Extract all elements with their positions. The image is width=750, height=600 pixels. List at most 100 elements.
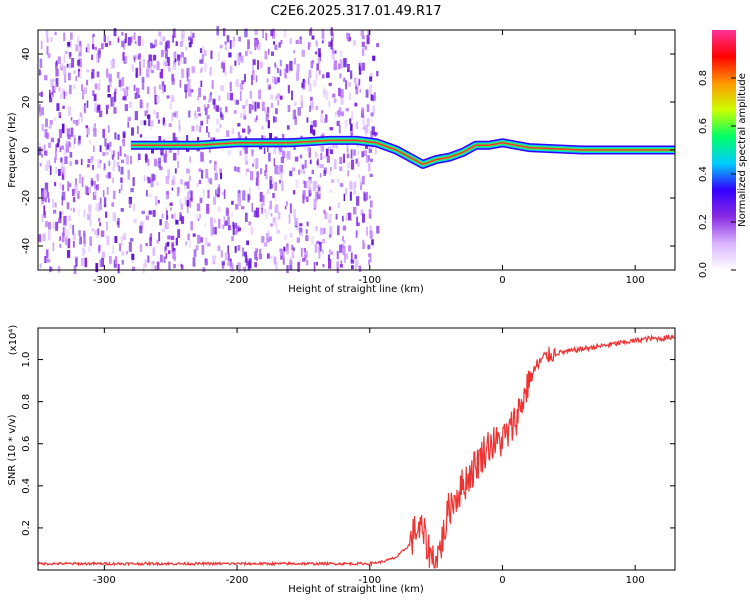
noise-speck	[148, 118, 151, 127]
noise-speck	[248, 258, 252, 269]
y-tick-label: 0.8	[21, 394, 32, 410]
noise-speck	[127, 116, 131, 121]
noise-speck	[263, 147, 266, 154]
signal-ridge	[130, 135, 675, 169]
colorbar-gradient	[712, 30, 736, 270]
snr-y-multiplier: (x10⁴)	[8, 325, 19, 356]
noise-speck	[70, 117, 73, 121]
noise-speck	[196, 214, 198, 221]
noise-speck	[237, 131, 240, 136]
noise-speck	[46, 249, 49, 259]
noise-speck	[56, 142, 60, 148]
noise-speck	[316, 261, 318, 266]
noise-speck	[108, 160, 111, 166]
noise-speck	[163, 256, 166, 263]
noise-speck	[346, 32, 349, 40]
noise-speck	[310, 120, 315, 125]
noise-speck	[280, 40, 283, 44]
noise-speck	[60, 157, 63, 163]
noise-speck	[139, 99, 143, 109]
noise-speck	[226, 130, 230, 137]
noise-speck	[372, 55, 376, 61]
noise-speck	[65, 51, 68, 55]
noise-speck	[267, 230, 270, 238]
noise-speck	[255, 39, 258, 49]
noise-speck	[44, 129, 48, 138]
colorbar-label: Normalized spectral amplitude	[737, 73, 748, 227]
colorbar: 0.0 0.2 0.4 0.6 0.8 Normalized spectral ampl…	[698, 30, 748, 278]
noise-speck	[47, 53, 51, 59]
noise-speck	[237, 197, 242, 206]
noise-speck	[273, 41, 276, 45]
noise-speck	[294, 101, 297, 106]
noise-speck	[350, 252, 353, 262]
noise-speck	[81, 258, 84, 266]
noise-speck	[177, 149, 179, 156]
noise-speck	[44, 182, 49, 192]
noise-speck	[355, 158, 358, 164]
x-tick-label: 0	[499, 575, 505, 586]
noise-speck	[279, 59, 282, 67]
noise-speck	[177, 54, 181, 61]
noise-speck	[166, 95, 170, 99]
noise-speck	[49, 89, 51, 100]
noise-speck	[150, 59, 153, 67]
noise-speck	[289, 257, 292, 265]
noise-speck	[308, 83, 312, 92]
noise-speck	[338, 87, 341, 97]
noise-speck	[213, 255, 217, 260]
noise-speck	[97, 104, 101, 111]
noise-speck	[308, 69, 312, 78]
noise-speck	[45, 221, 49, 227]
noise-speck	[228, 52, 232, 58]
noise-speck	[326, 72, 330, 78]
noise-speck	[110, 59, 113, 69]
noise-speck	[120, 166, 124, 175]
noise-speck	[314, 51, 318, 55]
noise-speck	[225, 106, 228, 113]
noise-speck	[368, 126, 371, 135]
noise-speck	[159, 219, 162, 226]
noise-speck	[168, 123, 172, 127]
noise-speck	[212, 255, 215, 265]
noise-speck	[184, 196, 187, 206]
noise-speck	[50, 266, 53, 272]
noise-speck	[70, 32, 73, 40]
noise-speck	[274, 116, 277, 123]
noise-speck	[325, 148, 329, 157]
noise-speck	[304, 159, 307, 169]
noise-speck	[328, 82, 332, 87]
noise-speck	[223, 189, 226, 199]
noise-speck	[238, 36, 241, 42]
noise-speck	[121, 77, 125, 87]
noise-speck	[193, 249, 197, 257]
noise-speck	[369, 84, 373, 94]
noise-speck	[104, 138, 107, 147]
noise-speck	[330, 167, 332, 172]
noise-speck	[368, 253, 370, 257]
noise-speck	[76, 35, 80, 46]
noise-speck	[39, 163, 42, 167]
noise-speck	[367, 30, 370, 39]
noise-speck	[275, 204, 279, 213]
noise-speck	[95, 203, 99, 211]
noise-speck	[370, 115, 373, 123]
noise-speck	[141, 220, 144, 227]
noise-speck	[84, 257, 88, 268]
x-tick-label: -200	[226, 575, 249, 586]
noise-speck	[74, 191, 79, 194]
noise-speck	[273, 256, 277, 265]
noise-speck	[351, 159, 355, 170]
noise-speck	[288, 214, 291, 224]
noise-speck	[340, 96, 344, 105]
noise-speck	[267, 145, 269, 153]
noise-speck	[284, 234, 288, 241]
x-tick-label: 0	[499, 275, 505, 286]
noise-speck	[284, 206, 287, 210]
noise-speck	[168, 261, 171, 271]
noise-speck	[171, 73, 175, 82]
noise-speck	[253, 210, 257, 217]
noise-speck	[99, 160, 102, 164]
noise-speck	[218, 95, 221, 101]
